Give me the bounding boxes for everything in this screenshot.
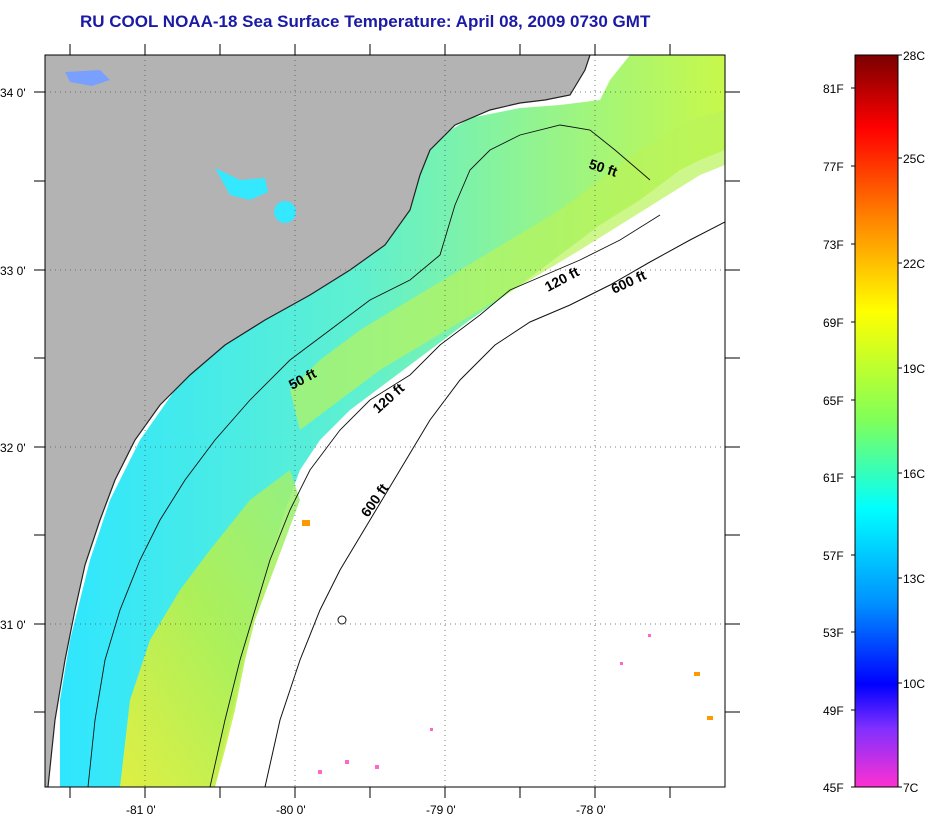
lat-label-31: 31 0'	[0, 618, 26, 632]
lat-label-33: 33 0'	[0, 264, 26, 278]
map-frame	[44, 54, 726, 788]
lat-label-32: 32 0'	[0, 441, 26, 455]
lon-label-80: -80 0'	[276, 803, 306, 817]
colorbar-f-label: 53F	[823, 626, 844, 640]
colorbar-c-label: 10C	[903, 677, 925, 691]
colorbar-c-label: 13C	[903, 572, 925, 586]
graticule	[45, 55, 725, 787]
seamount-contour	[337, 615, 347, 625]
axis-ticks	[34, 44, 740, 798]
sst-mid-patch	[290, 110, 725, 430]
land-mass	[45, 55, 590, 787]
colorbar-c-label: 7C	[903, 781, 919, 795]
colorbar-f-label: 73F	[823, 238, 844, 252]
inland-water-3	[65, 70, 110, 86]
coastline	[47, 55, 591, 787]
colorbar-c-label: 28C	[903, 49, 925, 63]
colorbar-gradient	[854, 54, 899, 788]
inland-water-2	[274, 201, 296, 223]
colorbar-c-label: 16C	[903, 467, 925, 481]
colorbar-f-label: 45F	[823, 781, 844, 795]
lon-label-79: -79 0'	[426, 803, 456, 817]
isobath-50ft	[87, 124, 651, 787]
colorbar-f-label: 77F	[823, 160, 844, 174]
lon-label-81: -81 0'	[126, 803, 156, 817]
colorbar-f-label: 81F	[823, 82, 844, 96]
inland-water-1	[215, 168, 268, 200]
colorbar-f-label: 49F	[823, 704, 844, 718]
colorbar-f-label: 61F	[823, 471, 844, 485]
colorbar-f-label: 57F	[823, 549, 844, 563]
warm-pixel-2	[694, 672, 700, 676]
colorbar-c-label: 22C	[903, 257, 925, 271]
lon-label-78: -78 0'	[576, 803, 606, 817]
colorbar-c-label: 25C	[903, 152, 925, 166]
lat-label-34: 34 0'	[0, 86, 26, 100]
warm-pixel-1	[707, 716, 713, 720]
isobath-120ft	[209, 214, 661, 787]
map-title: RU COOL NOAA-18 Sea Surface Temperature:…	[80, 12, 651, 31]
colorbar-c-label: 19C	[903, 362, 925, 376]
colorbar-f-label: 65F	[823, 394, 844, 408]
sst-warm-patch	[120, 470, 300, 787]
colorbar-f-label: 69F	[823, 316, 844, 330]
scattered-sst-pixels	[318, 634, 651, 774]
warm-pixel-3	[302, 520, 310, 526]
